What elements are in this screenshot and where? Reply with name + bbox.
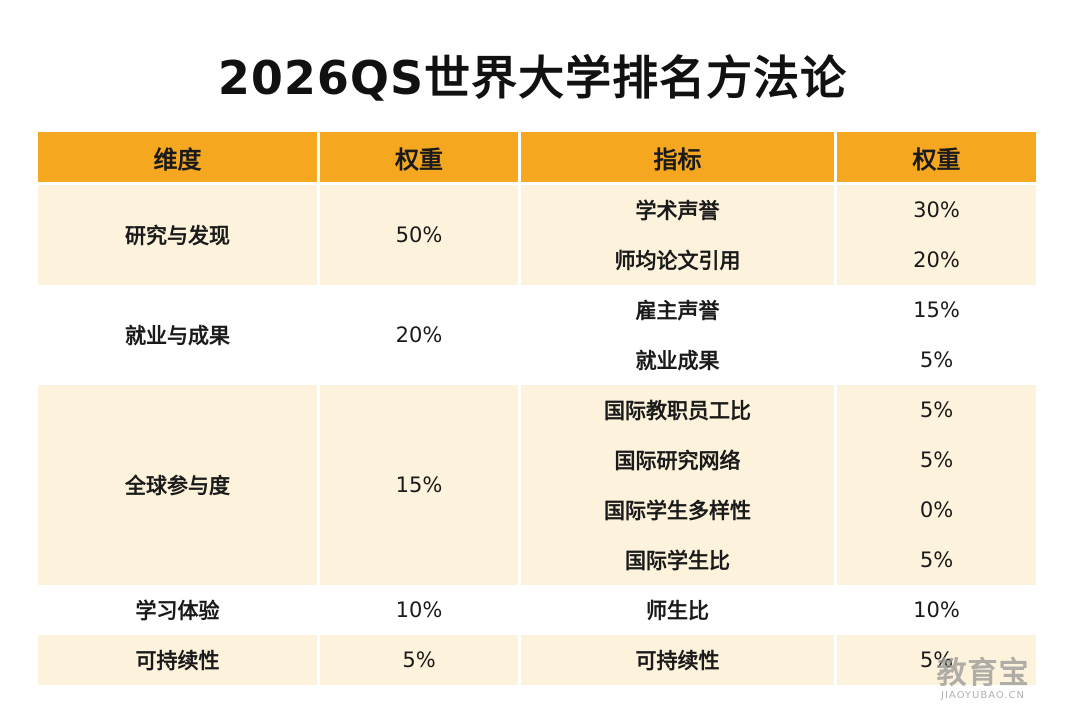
dimension-cell: 就业与成果 xyxy=(38,285,320,385)
indicator-weight-cell: 5% xyxy=(837,335,1036,385)
indicator-weight-cell: 30% xyxy=(837,182,1036,235)
header-indicator: 指标 xyxy=(521,132,837,182)
indicator-weight-cell: 5% xyxy=(837,635,1036,685)
table-row: 就业与成果 20% 雇主声誉 15% xyxy=(38,285,1036,385)
table-header-row: 维度 权重 指标 权重 xyxy=(38,132,1036,182)
indicator-weight-cell: 15% xyxy=(837,285,1036,335)
table-row: 研究与发现 50% 学术声誉 30% xyxy=(38,182,1036,285)
methodology-table-container: 维度 权重 指标 权重 研究与发现 50% 学术声誉 30% 师均论文引用 20… xyxy=(38,132,1036,685)
table-row: 师均论文引用 20% xyxy=(38,235,1036,285)
table-row: 国际学生比 5% xyxy=(38,535,1036,585)
indicator-cell: 雇主声誉 xyxy=(521,285,837,335)
watermark-logo: 教育宝 JIAOYUBAO.CN xyxy=(923,658,1043,702)
indicator-weight-cell: 0% xyxy=(837,485,1036,535)
indicator-weight-cell: 20% xyxy=(837,235,1036,285)
dimension-weight-cell: 50% xyxy=(320,182,521,285)
dimension-weight-cell: 5% xyxy=(320,635,521,685)
dimension-weight-cell: 10% xyxy=(320,585,521,635)
indicator-cell: 国际研究网络 xyxy=(521,435,837,485)
dimension-weight-cell: 20% xyxy=(320,285,521,385)
table-row: 就业成果 5% xyxy=(38,335,1036,385)
indicator-cell: 就业成果 xyxy=(521,335,837,385)
indicator-cell: 国际学生多样性 xyxy=(521,485,837,535)
dimension-cell: 可持续性 xyxy=(38,635,320,685)
table-row: 国际学生多样性 0% xyxy=(38,485,1036,535)
dimension-weight-cell: 15% xyxy=(320,385,521,585)
indicator-weight-cell: 5% xyxy=(837,535,1036,585)
indicator-cell: 师生比 xyxy=(521,585,837,635)
watermark-text: 教育宝 xyxy=(936,656,1030,691)
indicator-cell: 师均论文引用 xyxy=(521,235,837,285)
indicator-weight-cell: 5% xyxy=(837,435,1036,485)
indicator-cell: 国际教职员工比 xyxy=(521,385,837,435)
indicator-cell: 可持续性 xyxy=(521,635,837,685)
table-row: 学习体验 10% 师生比 10% xyxy=(38,585,1036,635)
dimension-cell: 学习体验 xyxy=(38,585,320,635)
indicator-weight-cell: 5% xyxy=(837,385,1036,435)
indicator-cell: 学术声誉 xyxy=(521,182,837,235)
table-row: 国际研究网络 5% xyxy=(38,435,1036,485)
indicator-cell: 国际学生比 xyxy=(521,535,837,585)
table-row: 可持续性 5% 可持续性 5% xyxy=(38,635,1036,685)
page-title: 2026QS世界大学排名方法论 xyxy=(217,51,848,105)
dimension-cell: 全球参与度 xyxy=(38,385,320,585)
watermark-url: JIAOYUBAO.CN xyxy=(941,690,1025,701)
header-indicator-weight: 权重 xyxy=(837,132,1036,182)
indicator-weight-cell: 10% xyxy=(837,585,1036,635)
header-dimension-weight: 权重 xyxy=(320,132,521,182)
dimension-cell: 研究与发现 xyxy=(38,182,320,285)
header-dimension: 维度 xyxy=(38,132,320,182)
methodology-table: 维度 权重 指标 权重 研究与发现 50% 学术声誉 30% 师均论文引用 20… xyxy=(38,132,1036,685)
table-row: 全球参与度 15% 国际教职员工比 5% xyxy=(38,385,1036,585)
